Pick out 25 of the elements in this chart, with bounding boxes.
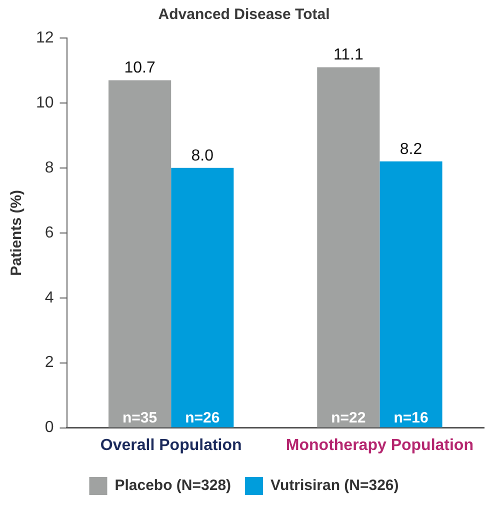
y-tick-label: 4 bbox=[44, 289, 54, 306]
y-axis-title: Patients (%) bbox=[8, 190, 26, 276]
y-tick-label: 0 bbox=[44, 419, 54, 436]
legend-label: Vutrisiran (N=326) bbox=[270, 477, 399, 494]
annotation: n=16 bbox=[394, 409, 428, 426]
y-tick-label: 6 bbox=[44, 224, 54, 242]
x-tick-label: Overall Population bbox=[100, 436, 242, 454]
bar bbox=[380, 161, 442, 428]
data-label: 11.1 bbox=[333, 46, 364, 64]
y-tick-label: 10 bbox=[36, 94, 54, 112]
bar bbox=[171, 168, 234, 428]
bar bbox=[108, 80, 172, 428]
annotation: n=26 bbox=[185, 409, 220, 426]
data-label: 8.2 bbox=[400, 140, 422, 158]
y-tick-label: 2 bbox=[44, 354, 54, 372]
data-label: 10.7 bbox=[124, 60, 156, 77]
legend-label: Placebo (N=328) bbox=[114, 477, 232, 494]
data-label: 8.0 bbox=[191, 147, 214, 164]
y-tick-label: 12 bbox=[36, 29, 54, 46]
annotation: n=22 bbox=[331, 409, 366, 426]
chart-title: Advanced Disease Total bbox=[158, 6, 330, 24]
annotation: n=35 bbox=[122, 409, 158, 426]
y-tick-label: 8 bbox=[44, 159, 54, 176]
x-tick-label: Monotherapy Population bbox=[286, 436, 474, 454]
bar bbox=[317, 67, 380, 428]
